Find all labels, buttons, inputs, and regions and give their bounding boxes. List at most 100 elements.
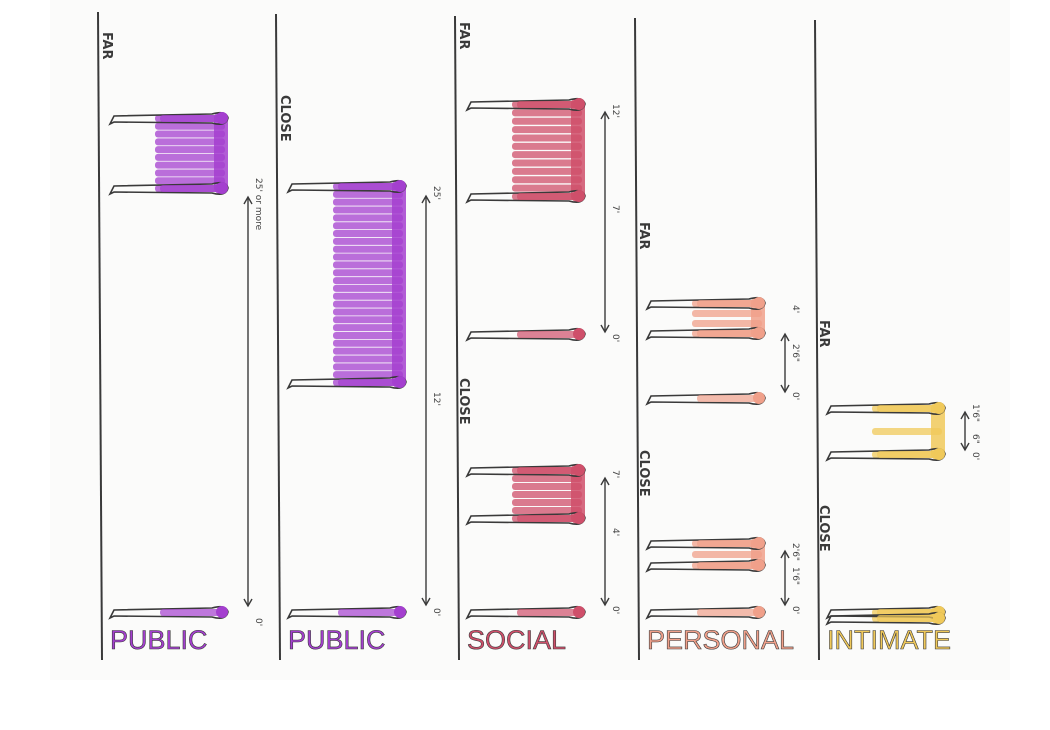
figure-head <box>573 98 585 110</box>
figure-head <box>394 180 406 192</box>
distance-value: 0' <box>431 608 441 616</box>
figure-body <box>877 615 937 622</box>
figure-head <box>933 402 945 414</box>
distance-value: 0' <box>610 334 620 342</box>
figure-stroke <box>333 269 403 277</box>
zone-name: INTIMATE <box>827 625 951 655</box>
distance-value: 4' <box>610 528 620 536</box>
arrowhead-down <box>780 597 790 607</box>
figure-stroke <box>333 237 403 245</box>
distance-value: 2'6" <box>790 344 800 362</box>
figure-body <box>160 115 220 122</box>
column-axis-line <box>634 17 640 661</box>
figure-stroke <box>512 117 582 125</box>
figure-head-column <box>214 112 228 194</box>
distance-phase-label: CLOSE <box>277 95 292 142</box>
distance-value: 7' <box>610 205 620 213</box>
figure-stroke <box>692 310 762 317</box>
figure-body <box>697 395 757 402</box>
figure-stroke <box>333 331 403 339</box>
figure-body <box>877 405 937 412</box>
zone-name: PUBLIC <box>288 625 386 655</box>
figure-stroke <box>155 169 225 177</box>
figure-body <box>697 330 757 337</box>
figure-body <box>160 609 220 616</box>
figure-stroke <box>512 475 582 482</box>
figure-stroke <box>512 159 582 167</box>
figure-body <box>517 101 577 108</box>
distance-phase-label: CLOSE <box>816 505 831 552</box>
figure-body <box>697 300 757 307</box>
distance-value: 0' <box>253 618 263 626</box>
figure-body <box>697 562 757 569</box>
distance-value: 0' <box>970 452 980 460</box>
distance-value: 4' <box>790 305 800 313</box>
figure-stroke <box>512 491 582 498</box>
arrowhead-down <box>960 442 970 452</box>
figure-head-column <box>392 180 406 388</box>
distance-value: 2'6" <box>790 543 800 561</box>
figure-stroke <box>512 151 582 159</box>
figure-stroke <box>333 316 403 324</box>
figure-stroke <box>512 126 582 134</box>
figure-stroke <box>333 363 403 371</box>
figure-stroke <box>512 109 582 117</box>
figure-stroke <box>333 190 403 198</box>
figure-head <box>753 606 765 618</box>
figure-head-column <box>571 98 585 202</box>
distance-value: 25' <box>431 186 441 200</box>
figure-body <box>517 609 577 616</box>
figure-stroke <box>333 292 403 300</box>
figure-stroke <box>155 146 225 154</box>
figure-stroke <box>155 161 225 169</box>
distance-value: 12' <box>431 392 441 406</box>
figure-head <box>753 297 765 309</box>
distance-value: 0' <box>790 606 800 614</box>
figure-stroke <box>692 551 762 558</box>
figure-stroke <box>155 138 225 146</box>
zone-name: PERSONAL <box>647 625 794 655</box>
figure-head <box>394 606 406 618</box>
figure-head-column <box>931 402 945 460</box>
figure-stroke <box>333 230 403 238</box>
figure-head <box>753 392 765 404</box>
figure-head <box>933 448 945 460</box>
figure-body <box>877 451 937 458</box>
zone-name: SOCIAL <box>467 625 566 655</box>
proxemics-diagram-sheet: FAR 25' or more 0' PUBLIC CLOSE 25' 12' 0' PUBLI… <box>50 0 1010 680</box>
figure-stroke <box>333 371 403 379</box>
arrowhead-up <box>780 332 790 342</box>
figure-stroke <box>512 507 582 514</box>
arrowhead-up <box>243 195 253 205</box>
distance-value: 7' <box>610 470 620 478</box>
figure-stroke <box>333 277 403 285</box>
arrowhead-up <box>421 194 431 204</box>
proxemics-diagram: FAR 25' or more 0' PUBLIC CLOSE 25' 12' 0' PUBLI… <box>97 11 980 661</box>
figure-stroke <box>333 253 403 261</box>
figure-body <box>697 609 757 616</box>
distance-value: 1'6" <box>970 404 980 422</box>
arrowhead-down <box>600 597 610 607</box>
distance-phase-label: FAR <box>456 22 471 49</box>
arrowhead-down <box>600 324 610 334</box>
figure-head <box>216 606 228 618</box>
figure-head <box>216 112 228 124</box>
figure-stroke <box>155 122 225 130</box>
figure-body <box>517 193 577 200</box>
figure-stroke <box>155 130 225 138</box>
zone-name: PUBLIC <box>110 625 208 655</box>
figure-body <box>338 379 398 386</box>
figure-head <box>573 328 585 340</box>
figure-head <box>573 606 585 618</box>
figure-stroke <box>155 153 225 161</box>
figure-stroke <box>155 177 225 185</box>
figure-head <box>753 559 765 571</box>
arrowhead-up <box>960 410 970 420</box>
arrowhead-down <box>243 598 253 608</box>
column-axis-line <box>275 13 281 661</box>
figure-head-column <box>571 464 585 524</box>
figure-stroke <box>333 347 403 355</box>
figure-stroke <box>333 245 403 253</box>
figure-head <box>573 464 585 476</box>
column-axis-line <box>97 11 103 661</box>
